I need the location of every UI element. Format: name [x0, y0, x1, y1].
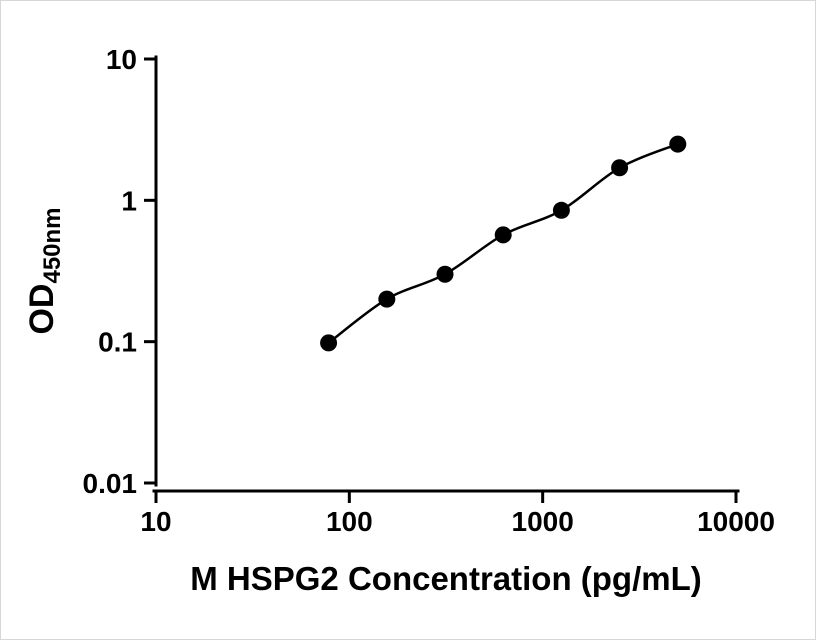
x-tick-label: 10000 [697, 506, 775, 537]
x-axis-title: M HSPG2 Concentration (pg/mL) [190, 560, 702, 597]
y-tick-label: 10 [106, 44, 137, 75]
x-tick-label: 1000 [512, 506, 574, 537]
x-tick-label: 100 [326, 506, 373, 537]
data-point [669, 135, 687, 153]
y-axis-title: OD450nm [23, 207, 66, 334]
data-point [611, 159, 629, 177]
x-tick-label: 10 [140, 506, 171, 537]
data-point [552, 201, 570, 219]
data-point [494, 226, 512, 244]
y-tick-label: 0.1 [98, 327, 137, 358]
data-point [320, 334, 338, 352]
y-tick-label: 0.01 [83, 468, 138, 499]
data-point [378, 290, 396, 308]
data-point [436, 265, 454, 283]
y-tick-label: 1 [121, 185, 137, 216]
